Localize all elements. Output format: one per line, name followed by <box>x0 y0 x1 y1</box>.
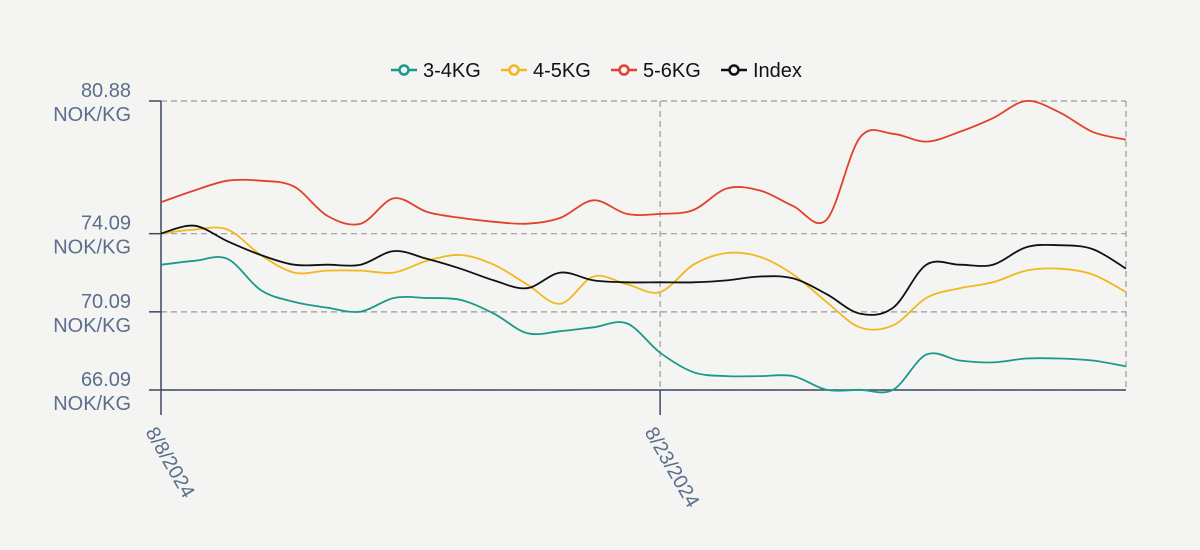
legend-label: 4-5KG <box>533 60 591 82</box>
x-tick-label-1: 8/23/2024 <box>640 424 704 512</box>
y-tick-unit-1: NOK/KG <box>53 315 131 337</box>
legend-label: 5-6KG <box>643 60 701 82</box>
y-tick-label-2: 74.09 <box>81 213 131 235</box>
y-tick-unit-2: NOK/KG <box>53 237 131 259</box>
legend-key-marker <box>508 64 520 76</box>
legend-key-marker <box>398 64 410 76</box>
legend-item-4-5kg: 4-5KG <box>501 60 591 82</box>
legend-key-marker <box>728 64 740 76</box>
y-tick-unit-3: NOK/KG <box>53 104 131 126</box>
series-line-3-4kg <box>160 256 1127 394</box>
y-tick-label-1: 70.09 <box>81 291 131 313</box>
legend-key-marker <box>618 64 630 76</box>
legend-label: Index <box>753 60 802 82</box>
y-tick-label-0: 66.09 <box>81 369 131 391</box>
x-tick-label-0: 8/8/2024 <box>141 424 199 502</box>
legend-item-index: Index <box>721 60 802 82</box>
legend-label: 3-4KG <box>423 60 481 82</box>
y-tick-label-3: 80.88 <box>81 80 131 102</box>
series-line-4-5kg <box>160 226 1127 331</box>
legend-item-5-6kg: 5-6KG <box>611 60 701 82</box>
series-line-5-6kg <box>160 100 1127 226</box>
series-line-index <box>160 224 1127 316</box>
y-tick-unit-0: NOK/KG <box>53 393 131 415</box>
legend-item-3-4kg: 3-4KG <box>391 60 481 82</box>
